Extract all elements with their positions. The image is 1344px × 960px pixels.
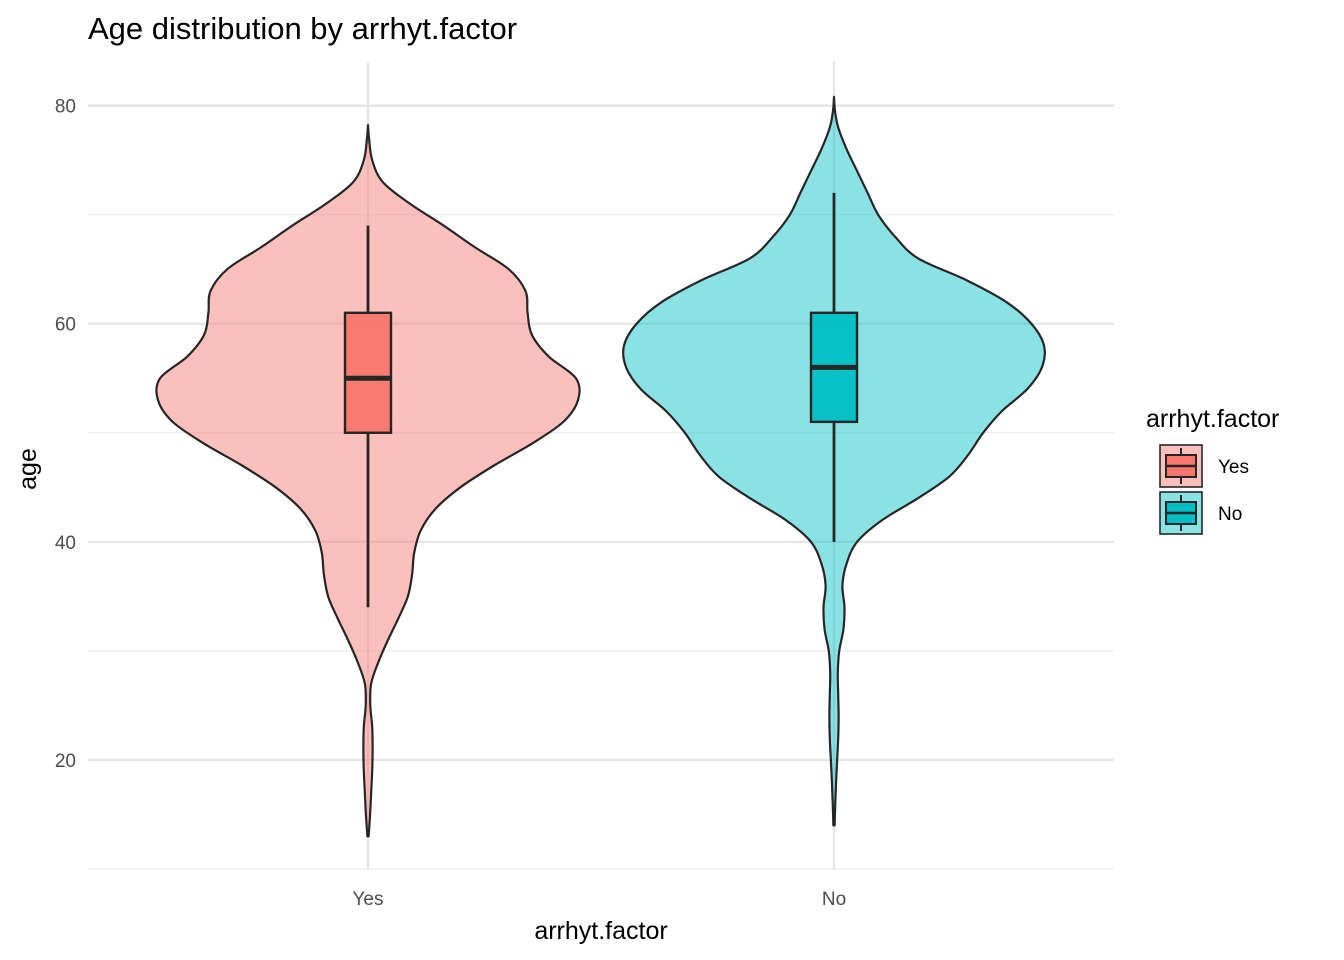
- legend: arrhyt.factor Yes No: [1146, 405, 1279, 535]
- y-tick-label: 40: [55, 533, 76, 554]
- y-tick-label: 80: [55, 97, 76, 118]
- legend-label-no: No: [1218, 504, 1242, 525]
- x-tick-label: Yes: [353, 889, 384, 910]
- boxplots: [343, 192, 859, 608]
- box-yes: [343, 311, 393, 434]
- y-axis-title: age: [14, 448, 42, 490]
- violins: [155, 95, 1046, 838]
- y-tick-label: 20: [55, 751, 76, 772]
- legend-label-yes: Yes: [1218, 457, 1249, 478]
- chart-title: Age distribution by arrhyt.factor: [88, 11, 517, 46]
- legend-title: arrhyt.factor: [1146, 405, 1279, 433]
- x-axis-title: arrhyt.factor: [534, 917, 667, 945]
- y-tick-label: 60: [55, 315, 76, 336]
- x-tick-label: No: [822, 889, 846, 910]
- axes: Age distribution by arrhyt.factor arrhyt…: [14, 11, 846, 945]
